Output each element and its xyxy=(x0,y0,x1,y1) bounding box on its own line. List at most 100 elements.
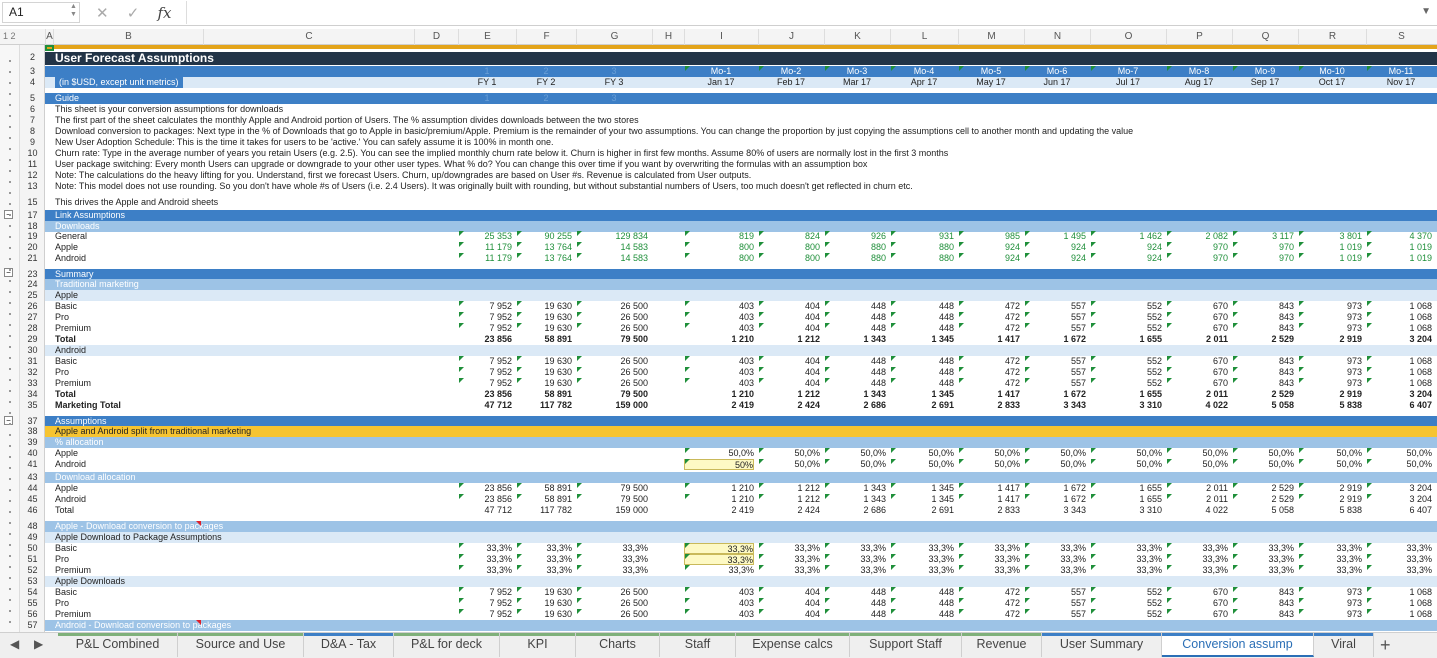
sheet-row[interactable]: Basic 7 952 19 630 26 500 403 404 448 448 472 557… xyxy=(45,301,1437,312)
column-header[interactable]: S xyxy=(1366,29,1436,45)
units-note[interactable]: (in $USD, except unit metrics) xyxy=(55,77,183,88)
guide-line[interactable]: The first part of the sheet calculates t… xyxy=(45,115,1437,126)
check-icon[interactable]: ✓ xyxy=(126,5,140,22)
month-value[interactable]: 33,3% xyxy=(794,543,820,553)
month-value[interactable]: 3 204 xyxy=(1409,389,1432,399)
alloc-row[interactable]: Android 50% 50,0% 50,0% 50,0% 50,0% 50,0% 50,0%… xyxy=(45,459,1437,470)
sheet-row[interactable]: Basic 33,3% 33,3% 33,3% 33,3% 33,3% 33,3% 33,3%… xyxy=(45,543,1437,554)
column-header[interactable]: K xyxy=(824,29,890,45)
fy-value[interactable]: 7 952 xyxy=(489,609,512,619)
date-label[interactable]: Oct 17 xyxy=(1318,77,1346,87)
sheet-tab[interactable]: KPI xyxy=(500,633,576,657)
month-value[interactable]: 4 022 xyxy=(1205,505,1228,515)
sheet-tab[interactable]: Charts xyxy=(576,633,660,657)
month-value[interactable]: 50% xyxy=(684,459,754,470)
month-value[interactable]: 33,3% xyxy=(1060,565,1086,575)
guide-text[interactable]: The first part of the sheet calculates t… xyxy=(55,115,639,125)
sheet-row[interactable]: Pro 7 952 19 630 26 500 403 404 448 448 472 557 55… xyxy=(45,598,1437,609)
fy-value[interactable]: 58 891 xyxy=(544,494,572,504)
column-header[interactable]: F xyxy=(516,29,576,45)
column-header[interactable]: M xyxy=(958,29,1024,45)
row-label[interactable]: General xyxy=(55,231,88,241)
month-value[interactable]: 2 424 xyxy=(797,400,820,410)
row-label[interactable]: Total xyxy=(55,505,75,515)
next-sheet-icon[interactable]: ▶ xyxy=(34,637,44,651)
month-label[interactable]: Mo-9 xyxy=(1254,66,1276,76)
month-value[interactable]: 1 655 xyxy=(1139,483,1162,493)
group-row[interactable]: Apple xyxy=(45,290,1437,301)
fy-value[interactable]: 19 630 xyxy=(544,609,572,619)
month-value[interactable]: 2 419 xyxy=(731,505,754,515)
month-value[interactable]: 557 xyxy=(1070,312,1086,322)
row-label[interactable]: Total xyxy=(55,334,76,344)
month-value[interactable]: 6 407 xyxy=(1409,400,1432,410)
month-value[interactable]: 552 xyxy=(1146,367,1162,377)
month-value[interactable]: 1 212 xyxy=(797,494,820,504)
month-value[interactable]: 50,0% xyxy=(994,448,1020,458)
month-value[interactable]: 33,3% xyxy=(1202,565,1228,575)
month-value[interactable]: 33,3% xyxy=(928,543,954,553)
month-label[interactable]: Mo-4 xyxy=(913,66,935,76)
month-value[interactable]: 448 xyxy=(870,301,886,311)
column-header[interactable]: J xyxy=(758,29,824,45)
sheet-row[interactable]: Premium 7 952 19 630 26 500 403 404 448 448 472 5… xyxy=(45,609,1437,620)
fy-value[interactable]: 7 952 xyxy=(489,378,512,388)
row-number[interactable]: 11 xyxy=(27,159,38,169)
add-sheet-icon[interactable]: + xyxy=(1380,635,1391,655)
month-value[interactable]: 1 068 xyxy=(1409,323,1432,333)
fy-label[interactable]: FY 1 xyxy=(477,77,497,87)
fy-value[interactable]: 33,3% xyxy=(546,554,572,564)
month-value[interactable]: 843 xyxy=(1278,378,1294,388)
month-value[interactable]: 1 212 xyxy=(797,334,820,344)
fy-value[interactable]: 7 952 xyxy=(489,301,512,311)
month-value[interactable]: 670 xyxy=(1212,301,1228,311)
row-label[interactable]: Basic xyxy=(55,356,78,366)
month-value[interactable]: 50,0% xyxy=(860,459,886,469)
month-value[interactable]: 472 xyxy=(1004,609,1020,619)
fy-label[interactable]: FY 2 xyxy=(536,77,556,87)
row-label[interactable]: Pro xyxy=(55,554,70,564)
month-value[interactable]: 843 xyxy=(1278,323,1294,333)
month-value[interactable]: 33,3% xyxy=(1336,565,1362,575)
fy-value[interactable]: 47 712 xyxy=(484,400,512,410)
month-value[interactable]: 2 419 xyxy=(731,400,754,410)
fy-value[interactable]: 23 856 xyxy=(484,494,512,504)
group-label[interactable]: Apple Downloads xyxy=(55,576,126,586)
row-number[interactable]: 52 xyxy=(27,565,38,575)
month-value[interactable]: 800 xyxy=(804,253,820,263)
month-value[interactable]: 924 xyxy=(1146,242,1162,252)
guide-line[interactable]: Churn rate: Type in the average number o… xyxy=(45,148,1437,159)
sheet-title[interactable]: User Forecast Assumptions xyxy=(55,51,214,65)
month-value[interactable]: 1 019 xyxy=(1409,242,1432,252)
row-number[interactable]: 51 xyxy=(27,554,38,564)
month-value[interactable]: 448 xyxy=(938,598,954,608)
fy-value[interactable]: 7 952 xyxy=(489,312,512,322)
section-row[interactable]: Link Assumptions xyxy=(45,210,1437,221)
month-value[interactable]: 2 529 xyxy=(1271,494,1294,504)
month-value[interactable]: 33,3% xyxy=(1268,554,1294,564)
comment-marker-icon[interactable] xyxy=(196,620,201,625)
row-number[interactable]: 23 xyxy=(27,269,38,279)
date-label[interactable]: Apr 17 xyxy=(910,77,938,87)
month-value[interactable]: 403 xyxy=(738,587,754,597)
column-header[interactable]: I xyxy=(684,29,758,45)
month-value[interactable]: 33,3% xyxy=(1202,543,1228,553)
column-header[interactable]: L xyxy=(890,29,958,45)
row-label[interactable]: Premium xyxy=(55,565,92,575)
month-value[interactable]: 448 xyxy=(938,378,954,388)
month-value[interactable]: 5 058 xyxy=(1271,505,1294,515)
month-value[interactable]: 557 xyxy=(1070,356,1086,366)
month-value[interactable]: 924 xyxy=(1070,242,1086,252)
row-label[interactable]: Android xyxy=(55,459,87,469)
month-value[interactable]: 970 xyxy=(1212,242,1228,252)
subsection-row[interactable]: Download allocation xyxy=(45,472,1437,483)
month-value[interactable]: 557 xyxy=(1070,598,1086,608)
date-label[interactable]: May 17 xyxy=(976,77,1006,87)
column-header[interactable]: Q xyxy=(1232,29,1298,45)
formula-input[interactable] xyxy=(186,1,1416,24)
row-number[interactable]: 50 xyxy=(27,543,38,553)
column-header[interactable]: R xyxy=(1298,29,1366,45)
month-value[interactable]: 5 838 xyxy=(1339,505,1362,515)
fy-value[interactable]: 23 856 xyxy=(484,334,512,344)
month-value[interactable]: 1 212 xyxy=(797,389,820,399)
